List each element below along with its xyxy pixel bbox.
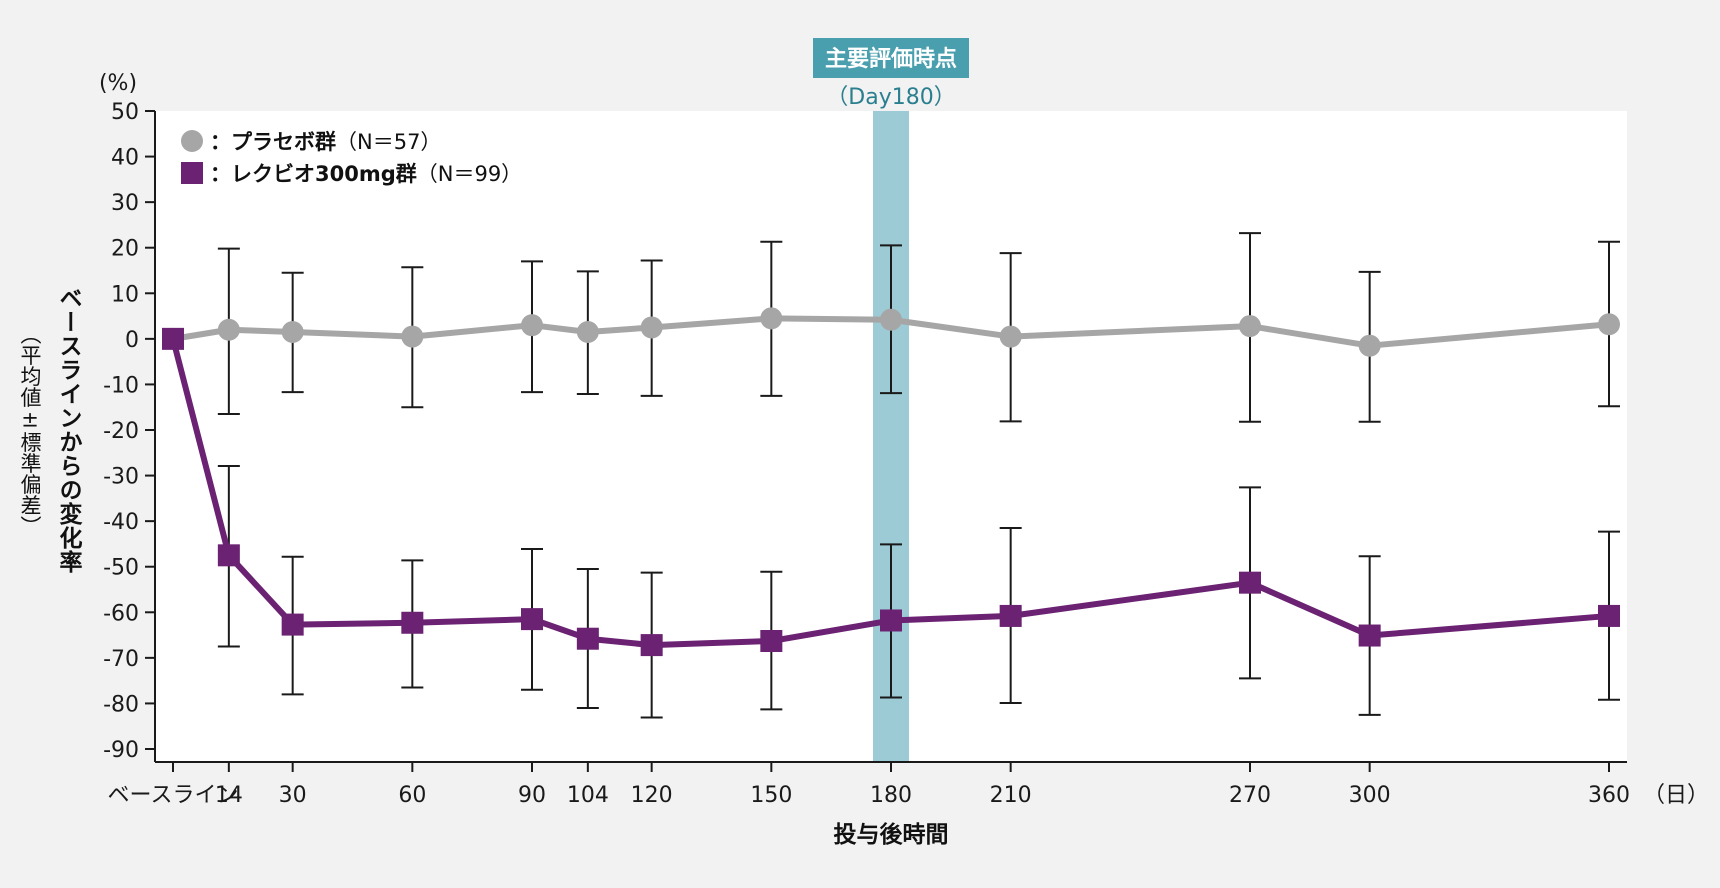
y-tick-label: -90 [103, 738, 139, 763]
data-point [640, 316, 663, 339]
y-axis-subtitle: （平均値±標準偏差） [18, 324, 42, 537]
data-point [1358, 334, 1381, 357]
x-tick-label: 120 [631, 783, 673, 808]
data-point [1358, 624, 1381, 647]
data-point [521, 608, 543, 631]
x-tick-label: 180 [870, 783, 912, 808]
legend-series-name: プラセボ群 [231, 130, 336, 154]
y-tick-label: 50 [111, 100, 139, 125]
data-point [1598, 604, 1620, 627]
data-point [576, 321, 599, 344]
data-point [999, 325, 1022, 348]
x-tick-label: 210 [990, 783, 1032, 808]
x-tick-label: 30 [279, 783, 307, 808]
data-point [880, 308, 902, 331]
y-tick-label: -30 [103, 465, 139, 490]
data-point [401, 325, 424, 348]
data-point [760, 307, 783, 330]
data-point [1239, 315, 1261, 338]
x-tick-label: 300 [1349, 783, 1391, 808]
data-point [281, 613, 304, 636]
y-axis-title: ベースラインからの変化率 [55, 286, 83, 574]
data-point [640, 634, 663, 657]
legend-marker-0 [181, 130, 203, 152]
legend-marker-1 [181, 162, 203, 184]
data-point [1239, 571, 1261, 594]
data-point [521, 314, 543, 337]
y-tick-label: -70 [103, 647, 139, 672]
legend-prefix: ： [210, 162, 231, 186]
data-point [217, 544, 240, 567]
data-point [281, 321, 304, 344]
x-tick-label: 150 [750, 783, 792, 808]
data-point [576, 627, 599, 650]
legend-entry-1: ：レクビオ300mg群（N＝99） [210, 162, 522, 186]
legend-n-label: （N＝57） [336, 130, 441, 154]
highlight-sublabel: （Day180） [826, 85, 955, 110]
x-unit-label: （日） [1643, 783, 1709, 808]
data-point [162, 327, 184, 350]
data-point [401, 611, 424, 634]
y-tick-label: 10 [111, 282, 139, 307]
y-tick-label: 40 [111, 146, 139, 171]
x-tick-label: 104 [567, 783, 609, 808]
data-point [760, 629, 783, 652]
x-tick-label: 90 [518, 783, 546, 808]
y-tick-label: -60 [103, 601, 139, 626]
data-point [999, 604, 1022, 627]
y-tick-label: 0 [125, 328, 139, 353]
x-tick-label: 270 [1229, 783, 1271, 808]
y-tick-label: -50 [103, 556, 139, 581]
x-tick-label: 14 [215, 783, 243, 808]
y-tick-label: -10 [103, 373, 139, 398]
y-tick-label: 30 [111, 191, 139, 216]
legend-n-label: （N＝99） [417, 162, 522, 186]
x-tick-label: 360 [1588, 783, 1630, 808]
y-unit-label: (%) [99, 71, 137, 96]
data-point [217, 318, 240, 341]
legend-prefix: ： [210, 130, 231, 154]
legend-series-name: レクビオ300mg群 [231, 162, 417, 186]
data-point [880, 609, 902, 632]
highlight-label: 主要評価時点 [825, 46, 957, 72]
x-axis-title: 投与後時間 [834, 821, 949, 848]
highlight-badge [813, 38, 969, 78]
y-tick-label: 20 [111, 237, 139, 262]
series-marks-1 [162, 327, 1620, 657]
y-tick-label: -80 [103, 692, 139, 717]
series-marks-0 [162, 307, 1620, 357]
legend-entry-0: ：プラセボ群（N＝57） [210, 130, 441, 154]
x-tick-label: ベースライン [108, 783, 239, 808]
y-tick-label: -40 [103, 510, 139, 535]
x-tick-label: 60 [398, 783, 426, 808]
data-point [1598, 313, 1620, 336]
y-tick-label: -20 [103, 419, 139, 444]
